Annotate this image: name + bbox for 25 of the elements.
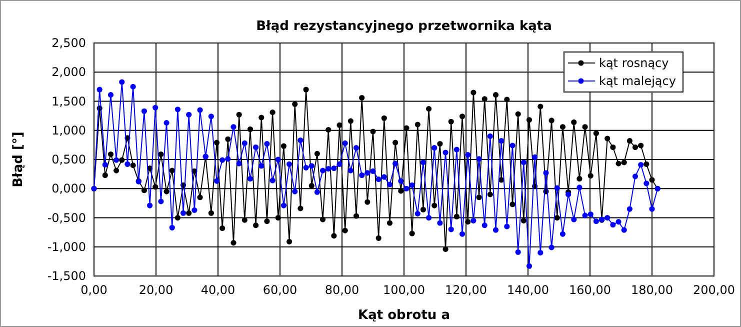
x-tick-label: 80,00 bbox=[324, 283, 360, 297]
y-tick-label: -0,500 bbox=[47, 210, 86, 225]
x-tick-label: 0,00 bbox=[80, 283, 108, 297]
y-tick-label: 2,500 bbox=[52, 36, 86, 50]
x-tick-label: 40,00 bbox=[200, 283, 236, 297]
y-tick-label: 1,000 bbox=[52, 123, 86, 138]
x-tick-label: 100,00 bbox=[383, 283, 425, 297]
x-tick-label: 160,00 bbox=[569, 283, 611, 297]
x-axis-title: Kąt obrotu a bbox=[358, 308, 450, 323]
y-axis-title: Błąd [°] bbox=[11, 132, 26, 188]
y-tick-label: -1,000 bbox=[47, 240, 86, 254]
chart-title: Błąd rezystancyjnego przetwornika kąta bbox=[256, 19, 552, 34]
x-tick-label: 60,00 bbox=[262, 283, 298, 297]
y-tick-label: 1,500 bbox=[52, 94, 86, 108]
x-tick-label: 200,00 bbox=[693, 283, 735, 297]
x-tick-label: 120,00 bbox=[445, 283, 487, 297]
y-tick-label: 0,500 bbox=[52, 152, 86, 166]
y-tick-label: 0,000 bbox=[52, 182, 86, 196]
legend-label: kąt malejący bbox=[599, 74, 676, 88]
x-tick-label: 180,00 bbox=[631, 283, 673, 297]
x-tick-label: 140,00 bbox=[507, 283, 549, 297]
y-tick-label: -1,500 bbox=[47, 269, 86, 283]
x-tick-label: 20,00 bbox=[138, 283, 174, 297]
y-tick-label: 2,000 bbox=[52, 65, 86, 80]
legend-label: kąt rosnący bbox=[599, 56, 669, 70]
